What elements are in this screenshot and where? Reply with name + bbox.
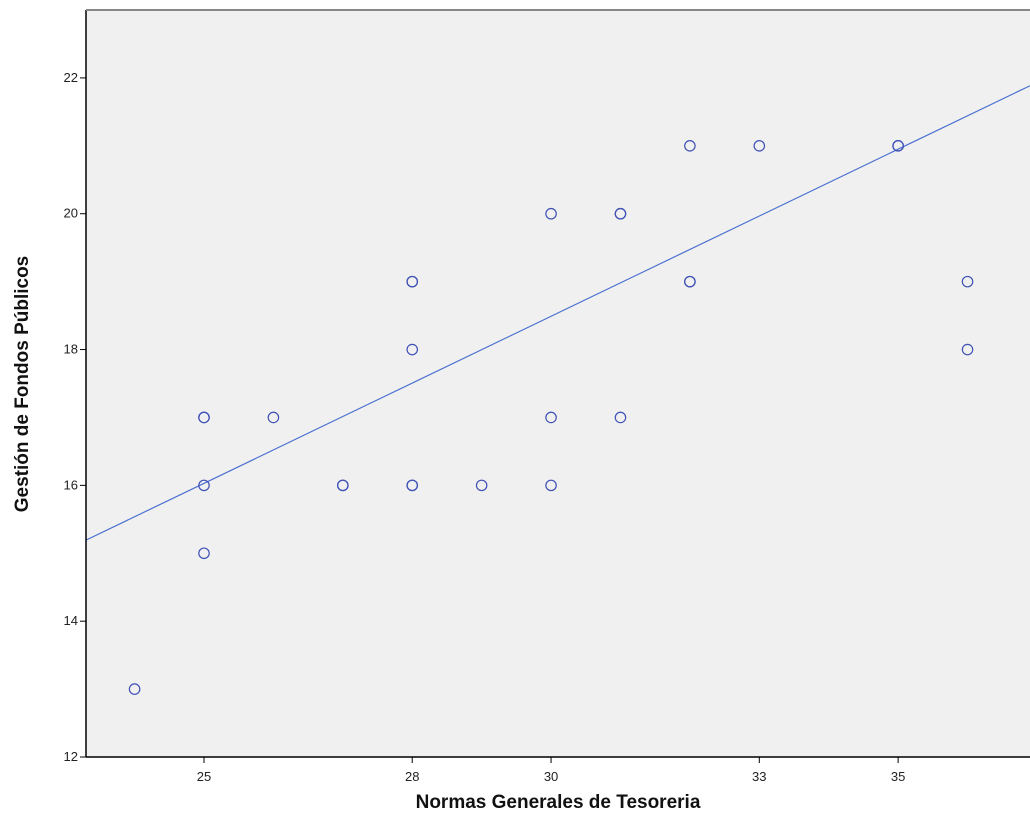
- plot-area: [86, 10, 1030, 757]
- data-point: [406, 275, 419, 288]
- data-point: [128, 683, 141, 695]
- data-point: [198, 479, 210, 492]
- data-point: [614, 207, 627, 220]
- data-point: [545, 207, 557, 220]
- data-point: [337, 479, 349, 492]
- y-axis-title: Gestión de Fondos Públicos: [12, 256, 33, 513]
- y-axis: 12 14 16 18 20 22: [64, 10, 87, 764]
- data-point: [198, 547, 210, 560]
- y-tick-label: 22: [64, 70, 78, 85]
- x-axis-title: Normas Generales de Tesoreria: [416, 792, 701, 813]
- data-point: [406, 343, 419, 356]
- x-tick-label: 33: [752, 769, 766, 784]
- x-tick-label: 35: [891, 769, 905, 784]
- y-tick-label: 14: [64, 613, 78, 628]
- data-point: [545, 411, 557, 424]
- y-tick-label: 12: [64, 749, 78, 764]
- points-group: [128, 140, 974, 695]
- data-point: [961, 343, 974, 356]
- data-point: [961, 275, 974, 288]
- data-point: [475, 479, 488, 492]
- data-point: [614, 411, 627, 424]
- data-point: [892, 140, 904, 152]
- y-tick-label: 18: [64, 342, 78, 357]
- data-point: [406, 479, 419, 492]
- data-point: [753, 140, 766, 152]
- y-tick-label: 20: [64, 206, 78, 221]
- data-point: [198, 411, 210, 424]
- x-axis: 25 28 30 33 35: [86, 756, 1030, 784]
- data-point: [684, 275, 696, 288]
- y-tick-label: 16: [64, 477, 78, 492]
- data-point: [267, 411, 280, 424]
- x-tick-label: 25: [197, 769, 211, 784]
- fit-line: [85, 85, 1030, 541]
- x-tick-label: 30: [544, 769, 558, 784]
- fit-line-group: [85, 85, 1030, 541]
- data-point: [545, 479, 557, 492]
- data-point: [684, 140, 696, 152]
- x-tick-label: 28: [405, 769, 419, 784]
